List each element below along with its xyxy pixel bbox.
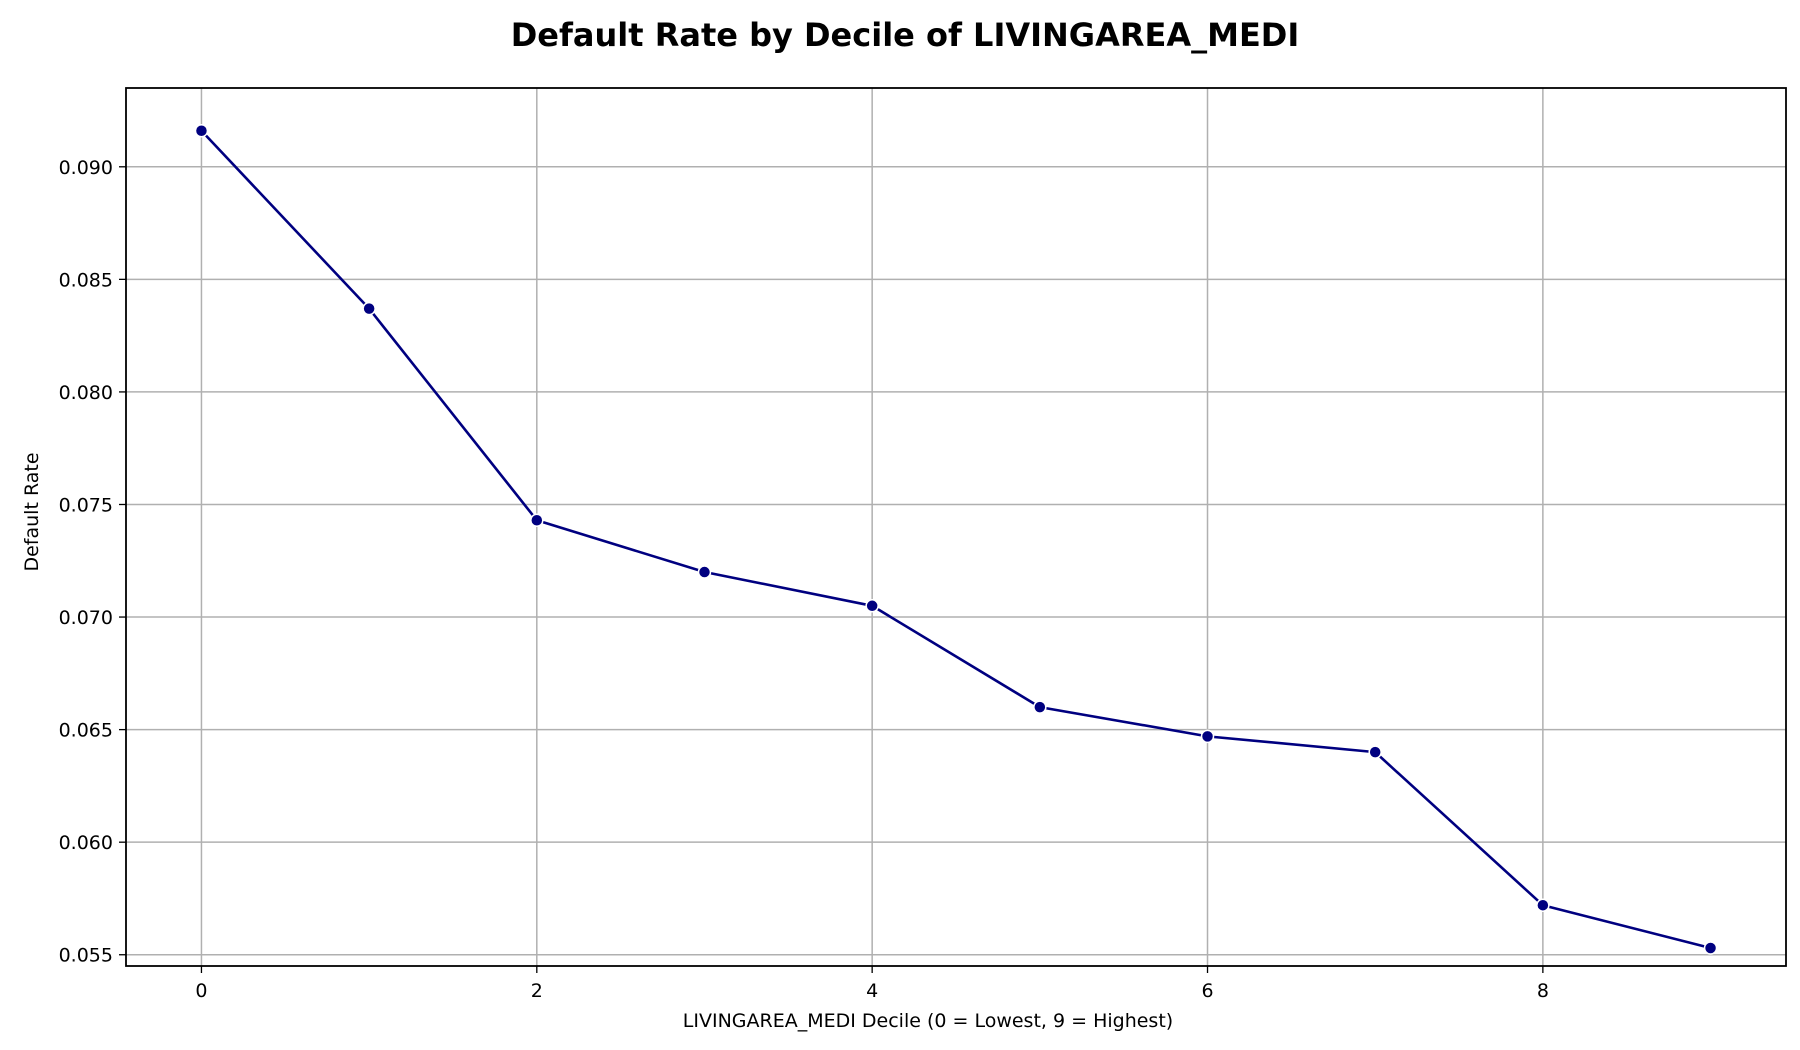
data-point [1033,700,1047,714]
data-point [362,301,376,316]
x-axis-label: LIVINGAREA_MEDI Decile (0 = Lowest, 9 = … [683,1010,1173,1032]
data-point [697,565,712,579]
y-tick-label: 0.070 [59,607,113,629]
x-tick-label: 4 [866,980,878,1002]
series-group [194,124,1718,955]
y-tick-label: 0.055 [59,945,113,967]
plot-frame [125,87,1787,967]
x-axis: 0 2 4 6 8 [195,966,1549,1002]
y-axis-label: Default Rate [21,452,43,571]
y-tick-label: 0.075 [59,494,113,516]
x-tick-label: 6 [1201,980,1213,1002]
y-axis: 0.055 0.060 0.065 0.070 0.075 0.080 0.085 0.090 [59,157,126,967]
data-point [530,513,544,527]
y-tick-label: 0.060 [59,832,113,854]
data-point [1200,729,1215,744]
y-tick-label: 0.065 [59,720,113,742]
data-point [1368,745,1382,759]
data-point [1703,941,1718,955]
data-point [1536,898,1550,912]
x-tick-label: 0 [195,980,207,1002]
series-line [200,129,1711,950]
y-tick-label: 0.080 [59,382,113,404]
x-tick-label: 8 [1537,980,1549,1002]
grid [126,88,1786,966]
y-tick-label: 0.090 [59,157,113,179]
chart-title: Default Rate by Decile of LIVINGAREA_MED… [511,16,1300,54]
data-point [194,124,209,138]
x-tick-label: 2 [531,980,543,1002]
y-tick-label: 0.085 [59,269,113,291]
data-point [865,599,879,613]
